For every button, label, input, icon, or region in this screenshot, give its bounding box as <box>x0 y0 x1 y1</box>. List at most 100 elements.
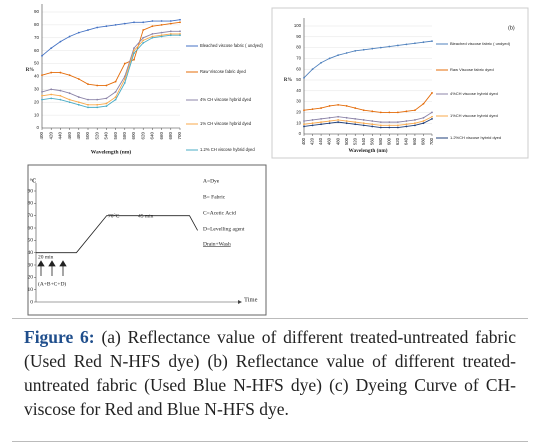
point-marker <box>105 105 108 107</box>
point-marker <box>379 124 382 127</box>
x-tick-label: 700 <box>429 137 434 145</box>
x-tick-label: 520 <box>94 132 99 140</box>
legend-label: 4% CH viscose hybrid dyed <box>200 97 252 102</box>
point-marker <box>320 121 322 124</box>
point-marker <box>371 110 374 113</box>
point-marker <box>405 110 408 113</box>
point-marker <box>105 102 108 105</box>
arrows <box>37 260 67 276</box>
point-marker <box>362 119 365 121</box>
point-marker <box>371 120 374 122</box>
annotation: Drain+Wash <box>203 241 231 247</box>
y-tick-label: 50 <box>296 77 301 82</box>
y-tick-label: 20 <box>296 110 301 115</box>
point-marker <box>414 119 416 121</box>
series-line <box>36 215 198 254</box>
annotation: (A+B+C+D) <box>38 280 66 287</box>
point-marker <box>396 44 399 47</box>
point-marker <box>96 106 99 109</box>
point-marker <box>142 39 145 42</box>
point-marker <box>320 61 322 64</box>
point-marker <box>96 103 99 106</box>
x-tick-label: 480 <box>335 137 340 145</box>
point-marker <box>320 117 322 120</box>
series-line <box>41 21 181 86</box>
point-marker <box>123 81 126 84</box>
point-marker <box>303 120 305 122</box>
annotation: 45 min <box>138 213 154 219</box>
point-marker <box>354 123 357 126</box>
x-tick-label: 680 <box>168 132 173 140</box>
y-tick-label: 20 <box>28 275 34 281</box>
point-marker <box>422 120 425 122</box>
point-marker <box>303 125 305 128</box>
point-marker <box>354 117 357 120</box>
point-marker <box>59 98 62 101</box>
y-tick-label: 90 <box>34 9 40 14</box>
legend-label: Bleached viscose fabric ( undyed) <box>200 43 263 48</box>
x-tick-label: 620 <box>140 132 145 140</box>
point-marker <box>345 120 348 122</box>
point-marker <box>354 107 357 109</box>
point-marker <box>151 35 154 38</box>
x-tick-label: 400 <box>301 137 306 145</box>
x-tick-label: 400 <box>39 132 44 140</box>
y-tick-label: 10 <box>296 120 301 125</box>
x-tick-label: 620 <box>395 137 400 145</box>
y-axis-label: R% <box>26 68 35 73</box>
point-marker <box>431 117 433 120</box>
point-marker <box>114 98 117 101</box>
point-marker <box>179 34 181 37</box>
point-marker <box>77 96 80 98</box>
point-marker <box>68 101 71 104</box>
panel-label: (b) <box>508 25 515 31</box>
y-tick-label: 70 <box>34 35 40 40</box>
point-marker <box>68 35 71 38</box>
point-marker <box>133 49 135 52</box>
point-marker <box>77 78 80 80</box>
point-marker <box>328 122 331 125</box>
point-marker <box>337 54 340 57</box>
point-marker <box>354 49 357 52</box>
x-tick-label: 660 <box>412 137 417 145</box>
point-marker <box>133 21 135 24</box>
point-marker <box>405 120 408 122</box>
annotation: C=Acetic Acid <box>203 210 236 216</box>
point-marker <box>371 125 374 128</box>
point-marker <box>151 36 154 39</box>
point-marker <box>311 108 314 111</box>
point-marker <box>133 58 135 61</box>
point-marker <box>431 111 433 114</box>
series-line <box>303 112 433 123</box>
x-tick-label: 420 <box>48 132 53 140</box>
legend-label: 1.2%CH viscose hybrid dyed <box>450 135 501 140</box>
point-marker <box>123 22 126 25</box>
point-marker <box>337 115 340 118</box>
point-marker <box>77 31 80 34</box>
point-marker <box>431 40 433 43</box>
y-tick-label: 40 <box>296 88 301 93</box>
point-marker <box>388 45 391 48</box>
point-marker <box>303 123 305 126</box>
point-marker <box>388 126 391 129</box>
point-marker <box>422 122 425 125</box>
annotation: A=Dye <box>203 178 220 184</box>
point-marker <box>345 52 348 54</box>
point-marker <box>431 92 433 94</box>
x-tick-label: 600 <box>386 137 391 145</box>
point-marker <box>114 80 117 83</box>
caption-label: Figure 6: <box>24 327 95 347</box>
y-tick-label: 90 <box>296 34 301 39</box>
y-tick-label: 90 <box>28 188 34 194</box>
x-tick-label: 540 <box>361 137 366 145</box>
point-marker <box>405 125 408 128</box>
x-tick-label: 460 <box>327 137 332 145</box>
point-marker <box>123 62 126 65</box>
point-marker <box>179 30 181 33</box>
point-marker <box>320 123 322 126</box>
point-marker <box>160 20 163 22</box>
point-marker <box>59 40 62 43</box>
point-marker <box>133 52 135 55</box>
point-marker <box>151 25 154 28</box>
